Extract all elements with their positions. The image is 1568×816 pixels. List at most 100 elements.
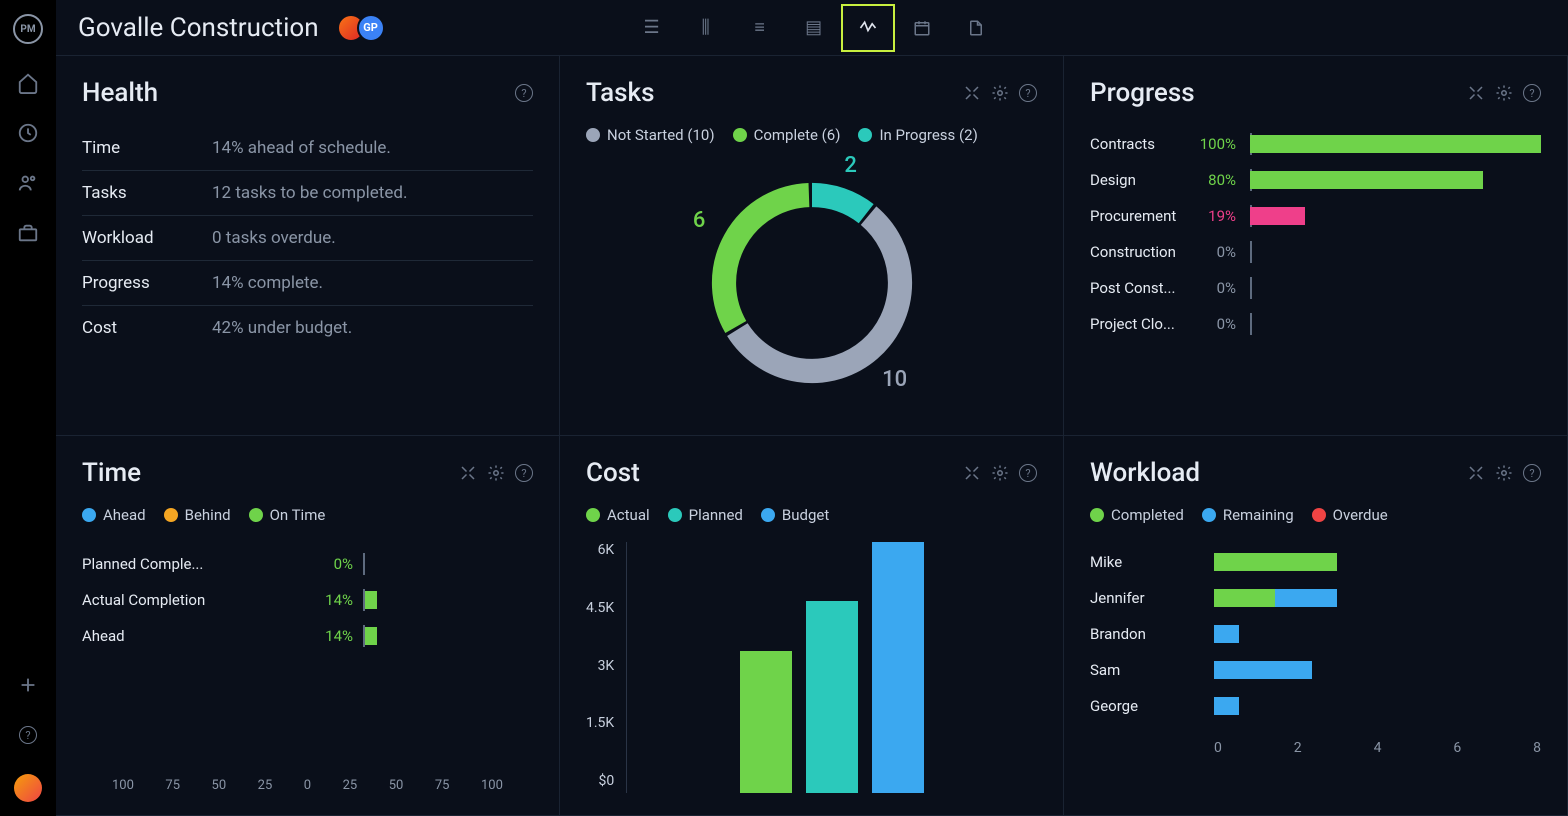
cost-legend: Actual Planned Budget (586, 506, 1037, 524)
workload-track (1214, 589, 1541, 607)
view-switcher: ☰ ⫼ ≡ ▤ (625, 4, 1003, 52)
legend-label: Not Started (10) (607, 126, 715, 144)
cost-ylabel: 3K (598, 658, 615, 674)
help-icon[interactable]: ? (1019, 84, 1037, 102)
member-avatars[interactable]: GP (337, 14, 385, 42)
tasks-card: Tasks ? Not Started (10)Complete (6)In P… (560, 56, 1064, 436)
view-list-icon[interactable]: ☰ (625, 4, 679, 52)
view-board-icon[interactable]: ⫼ (679, 4, 733, 52)
legend-item[interactable]: Behind (164, 506, 231, 524)
cost-title: Cost (586, 458, 963, 488)
legend-item[interactable]: In Progress (2) (858, 126, 977, 144)
progress-fill (1250, 135, 1541, 153)
progress-row: Design 80% (1090, 162, 1541, 198)
home-icon[interactable] (17, 72, 39, 94)
help-icon[interactable]: ? (1019, 464, 1037, 482)
health-card: Health ? Time14% ahead of schedule.Tasks… (56, 56, 560, 436)
legend-dot (586, 508, 600, 522)
progress-fill (1250, 207, 1305, 225)
cost-yaxis: 6K4.5K3K1.5K$0 (586, 542, 626, 793)
legend-item[interactable]: Completed (1090, 506, 1184, 524)
legend-item[interactable]: Overdue (1312, 506, 1388, 524)
cost-bars (626, 542, 1037, 793)
expand-icon[interactable] (1467, 464, 1485, 482)
user-avatar[interactable] (14, 774, 42, 802)
time-bar-fill (365, 591, 377, 609)
expand-icon[interactable] (1467, 84, 1485, 102)
view-sheet-icon[interactable]: ▤ (787, 4, 841, 52)
time-pct: 14% (313, 591, 353, 609)
help-icon[interactable]: ? (515, 84, 533, 102)
workload-name: Sam (1090, 661, 1200, 679)
progress-marker (1250, 241, 1252, 263)
add-icon[interactable] (17, 674, 39, 696)
briefcase-icon[interactable] (17, 222, 39, 244)
help-icon[interactable]: ? (1523, 84, 1541, 102)
legend-item[interactable]: Complete (6) (733, 126, 841, 144)
workload-title: Workload (1090, 458, 1467, 488)
progress-pct: 19% (1196, 207, 1236, 225)
gear-icon[interactable] (991, 464, 1009, 482)
workload-track (1214, 553, 1541, 571)
cost-ylabel: 4.5K (586, 600, 614, 616)
help-icon[interactable]: ? (515, 464, 533, 482)
workload-name: Mike (1090, 553, 1200, 571)
axis-tick: 0 (1214, 740, 1222, 756)
axis-tick: 25 (258, 778, 273, 793)
legend-item[interactable]: Ahead (82, 506, 146, 524)
axis-tick: 75 (435, 778, 450, 793)
legend-item[interactable]: On Time (249, 506, 326, 524)
view-dashboard-icon[interactable] (841, 4, 895, 52)
progress-label: Post Const... (1090, 279, 1182, 297)
legend-dot (733, 128, 747, 142)
health-row: Tasks12 tasks to be completed. (82, 171, 533, 216)
legend-item[interactable]: Remaining (1202, 506, 1294, 524)
workload-track (1214, 697, 1541, 715)
progress-track (1250, 243, 1541, 261)
health-value: 0 tasks overdue. (212, 228, 336, 248)
logo[interactable]: PM (13, 14, 43, 44)
topbar: Govalle Construction GP ☰ ⫼ ≡ ▤ (56, 0, 1568, 56)
progress-row: Contracts 100% (1090, 126, 1541, 162)
legend-dot (1312, 508, 1326, 522)
legend-item[interactable]: Not Started (10) (586, 126, 715, 144)
progress-row: Project Clo... 0% (1090, 306, 1541, 342)
legend-dot (586, 128, 600, 142)
view-files-icon[interactable] (949, 4, 1003, 52)
expand-icon[interactable] (963, 84, 981, 102)
legend-dot (249, 508, 263, 522)
legend-item[interactable]: Actual (586, 506, 650, 524)
health-value: 12 tasks to be completed. (212, 183, 407, 203)
help-icon[interactable]: ? (1523, 464, 1541, 482)
workload-track (1214, 625, 1541, 643)
gear-icon[interactable] (991, 84, 1009, 102)
legend-label: Remaining (1223, 506, 1294, 524)
tasks-legend: Not Started (10) Complete (6) In Progress … (586, 126, 1037, 144)
view-calendar-icon[interactable] (895, 4, 949, 52)
progress-track (1250, 315, 1541, 333)
workload-row: George (1090, 688, 1541, 724)
expand-icon[interactable] (963, 464, 981, 482)
legend-label: Overdue (1333, 506, 1388, 524)
progress-label: Design (1090, 171, 1182, 189)
workload-seg (1214, 589, 1275, 607)
progress-pct: 100% (1196, 135, 1236, 153)
people-icon[interactable] (17, 172, 39, 194)
cost-ylabel: $0 (598, 773, 614, 789)
gear-icon[interactable] (487, 464, 505, 482)
cost-card: Cost ? ActualPlannedBudget 6K4.5K3K1.5K$… (560, 436, 1064, 816)
nav-rail: PM ? (0, 0, 56, 816)
legend-item[interactable]: Planned (668, 506, 743, 524)
progress-track (1250, 135, 1541, 153)
rail-help-icon[interactable]: ? (17, 724, 39, 746)
gear-icon[interactable] (1495, 464, 1513, 482)
axis-tick: 75 (165, 778, 180, 793)
expand-icon[interactable] (459, 464, 477, 482)
progress-marker (1250, 277, 1252, 299)
progress-card: Progress ? Contracts 100% Design 80% Pro… (1064, 56, 1568, 436)
gear-icon[interactable] (1495, 84, 1513, 102)
view-gantt-icon[interactable]: ≡ (733, 4, 787, 52)
workload-legend: Completed Remaining Overdue (1090, 506, 1541, 524)
clock-icon[interactable] (17, 122, 39, 144)
legend-item[interactable]: Budget (761, 506, 829, 524)
